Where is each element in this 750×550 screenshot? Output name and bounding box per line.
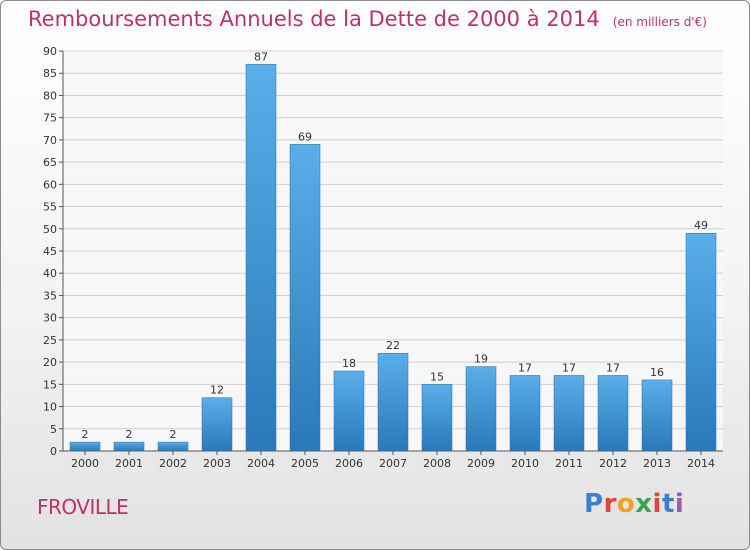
- bar: [421, 384, 453, 452]
- y-tick-label: 70: [43, 134, 57, 147]
- logo-letter: o: [616, 489, 636, 519]
- y-tick-label: 5: [50, 423, 57, 436]
- x-tick-label: 2011: [555, 457, 583, 470]
- chart-unit: (en milliers d'€): [612, 15, 707, 29]
- bar-value-label: 49: [694, 219, 708, 232]
- x-tick-label: 2003: [203, 457, 231, 470]
- bar: [553, 375, 585, 452]
- bar-value-label: 18: [342, 357, 356, 370]
- bar: [157, 441, 189, 452]
- bar-value-label: 2: [82, 428, 89, 441]
- y-tick-label: 65: [43, 156, 57, 169]
- x-tick-label: 2013: [643, 457, 671, 470]
- logo-letter: x: [635, 489, 653, 519]
- x-tick-label: 2012: [599, 457, 627, 470]
- x-tick-label: 2005: [291, 457, 319, 470]
- x-tick-label: 2002: [159, 457, 187, 470]
- y-tick-label: 90: [43, 45, 57, 58]
- y-tick-label: 10: [43, 401, 57, 414]
- y-tick-label: 80: [43, 89, 57, 102]
- logo-letter: i: [674, 489, 685, 519]
- x-tick-label: 2008: [423, 457, 451, 470]
- bar-value-label: 2: [170, 428, 177, 441]
- bar-value-label: 16: [650, 366, 664, 379]
- bar: [509, 375, 541, 452]
- bar-value-label: 2: [126, 428, 133, 441]
- y-tick-label: 60: [43, 178, 57, 191]
- y-tick-label: 75: [43, 112, 57, 125]
- bar: [465, 366, 497, 452]
- bar: [201, 397, 233, 452]
- chart-title: Remboursements Annuels de la Dette de 20…: [28, 7, 600, 31]
- x-tick-label: 2010: [511, 457, 539, 470]
- bar-value-label: 17: [562, 361, 576, 374]
- bar: [597, 375, 629, 452]
- x-tick-label: 2000: [71, 457, 99, 470]
- y-tick-label: 35: [43, 289, 57, 302]
- bar: [289, 144, 321, 452]
- y-tick-label: 15: [43, 378, 57, 391]
- chart-title-group: Remboursements Annuels de la Dette de 20…: [28, 7, 707, 31]
- bar-value-label: 19: [474, 353, 488, 366]
- x-tick-label: 2006: [335, 457, 363, 470]
- bar-value-label: 87: [254, 50, 268, 63]
- y-tick-label: 40: [43, 267, 57, 280]
- bar-value-label: 69: [298, 130, 312, 143]
- bar: [113, 441, 145, 452]
- y-tick-label: 45: [43, 245, 57, 258]
- y-tick-label: 50: [43, 223, 57, 236]
- logo-letter: t: [661, 489, 675, 519]
- y-tick-label: 85: [43, 67, 57, 80]
- bar: [69, 441, 101, 452]
- bar: [377, 352, 409, 452]
- logo-letter: P: [584, 489, 604, 519]
- logo-letter: r: [603, 489, 617, 519]
- logo-letter: i: [652, 489, 662, 519]
- bar-value-label: 17: [606, 361, 620, 374]
- bar: [333, 370, 365, 452]
- y-tick-label: 30: [43, 312, 57, 325]
- y-tick-label: 25: [43, 334, 57, 347]
- x-tick-label: 2009: [467, 457, 495, 470]
- bar: [685, 232, 717, 452]
- y-tick-label: 55: [43, 201, 57, 214]
- proxiti-logo: Proxiti: [584, 489, 684, 519]
- x-tick-label: 2007: [379, 457, 407, 470]
- bar-value-label: 17: [518, 361, 532, 374]
- x-tick-label: 2014: [687, 457, 715, 470]
- bar-value-label: 22: [386, 339, 400, 352]
- y-tick-label: 20: [43, 356, 57, 369]
- bar-value-label: 12: [210, 384, 224, 397]
- x-tick-label: 2004: [247, 457, 275, 470]
- x-tick-label: 2001: [115, 457, 143, 470]
- bar: [245, 64, 277, 452]
- bar: [641, 379, 673, 452]
- bar-value-label: 15: [430, 370, 444, 383]
- commune-name: FROVILLE: [37, 495, 129, 519]
- y-tick-label: 0: [50, 445, 57, 458]
